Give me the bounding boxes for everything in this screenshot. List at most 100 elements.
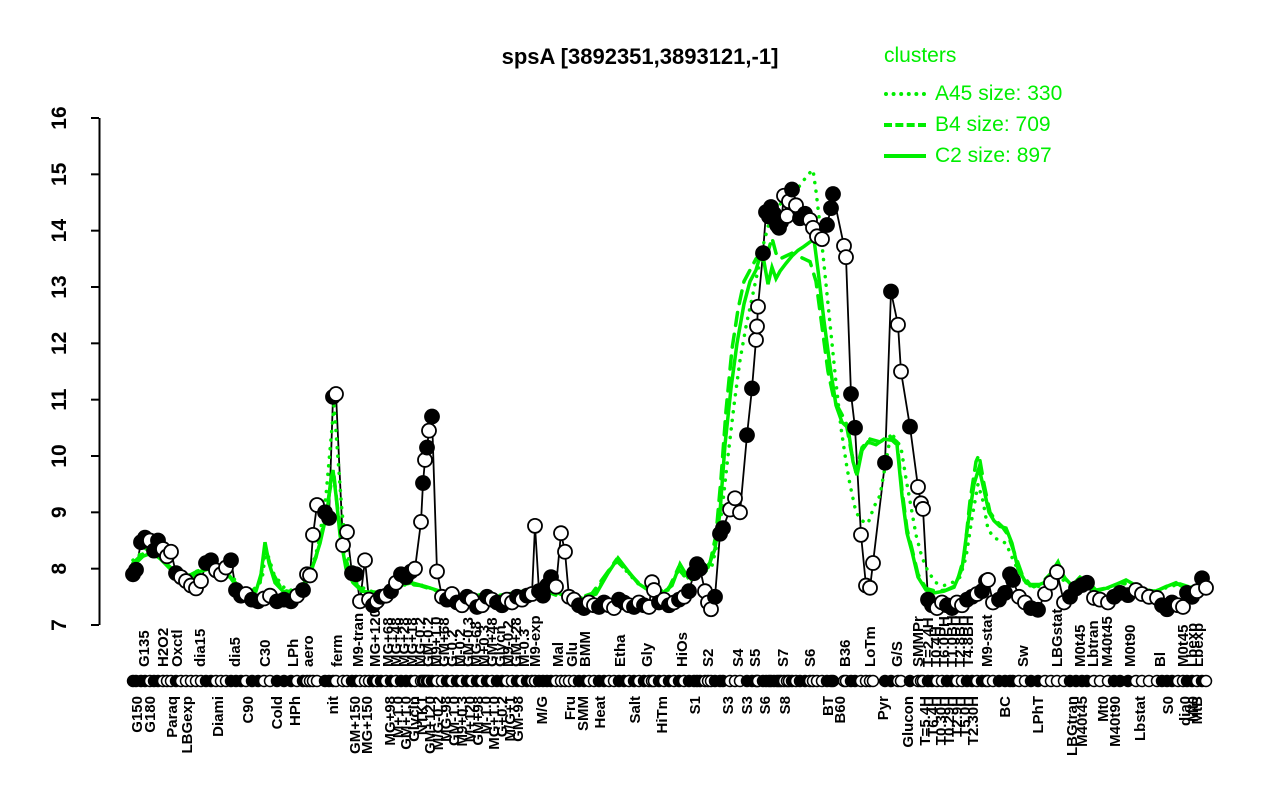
x-label-top: aero <box>300 635 317 667</box>
x-label-bottom: LPhT <box>1030 696 1047 734</box>
data-point-open <box>413 514 429 530</box>
x-label-bottom: MtB <box>1189 696 1206 724</box>
data-point-filled <box>692 560 708 577</box>
data-point-filled <box>847 419 863 436</box>
x-label-bottom: S3 <box>720 696 737 714</box>
x-label-top: G/S <box>889 641 906 667</box>
data-point-filled <box>744 380 760 397</box>
data-point-open <box>915 501 931 517</box>
axis-marker <box>826 674 840 688</box>
data-point-filled <box>681 583 697 600</box>
data-point-filled <box>755 245 771 262</box>
x-label-top: S7 <box>775 649 792 667</box>
data-point-open <box>727 490 743 507</box>
data-point-filled <box>997 584 1013 601</box>
axis-marker <box>866 674 880 688</box>
data-point-open <box>553 525 569 542</box>
data-point-open <box>853 526 869 543</box>
x-label-top: HiOs <box>674 632 691 667</box>
cluster-line-B4 <box>131 231 1208 601</box>
axis-marker <box>1199 674 1213 688</box>
x-label-bottom: T6.4H <box>925 696 942 737</box>
x-label-top: Mal <box>550 642 567 667</box>
data-point-filled <box>784 181 800 198</box>
x-label-top: Etha <box>612 634 629 667</box>
legend-label-a45: A45 size: 330 <box>935 81 1063 105</box>
x-label-bottom: HPh <box>287 696 304 726</box>
x-label-top: S2 <box>700 649 717 667</box>
x-label-bottom: LBGtran <box>1064 696 1081 756</box>
x-label-top: T=2.4H <box>920 617 937 667</box>
x-label-top: C30 <box>257 639 274 667</box>
x-label-top: Lbtran <box>1085 620 1102 667</box>
data-point-open <box>302 567 318 584</box>
x-label-top: Glu <box>564 642 581 667</box>
data-point-filled <box>1079 574 1095 591</box>
x-label-bottom: Heat <box>592 696 609 729</box>
x-label-bottom: Salt <box>627 696 644 724</box>
x-label-bottom: GM+1.0 <box>398 696 415 750</box>
x-label-bottom: Lbstat <box>1132 696 1149 741</box>
x-label-bottom: Glucon <box>900 696 917 748</box>
x-label-bottom: M/G-0.2 <box>430 696 447 750</box>
data-point-open <box>838 249 854 266</box>
x-label-top: T0.4H <box>928 626 945 667</box>
x-label-bottom: M/G <box>534 696 551 724</box>
x-label-bottom: BT <box>820 696 837 716</box>
y-tick-label: 8 <box>48 563 71 575</box>
data-point-filled <box>902 418 918 435</box>
x-label-top: MG-0.2 <box>412 617 429 667</box>
x-label-top: MG+68 <box>380 617 397 667</box>
x-label-bottom: S1 <box>687 696 704 714</box>
x-label-bottom: T5.0H <box>957 696 974 737</box>
y-tick-label: 16 <box>48 106 71 129</box>
x-label-top: Gly <box>639 642 656 667</box>
x-label-top: MG+120 <box>367 609 384 667</box>
x-label-bottom: Mt0 <box>1095 696 1112 722</box>
x-label-bottom: M/G+1 <box>502 696 519 741</box>
legend-entry-a45: A45 size: 330 <box>884 78 1062 109</box>
x-label-top: T4.8BH <box>960 615 977 667</box>
x-label-top: M0t45 <box>1072 624 1089 667</box>
data-point-open <box>557 543 573 560</box>
data-point-filled <box>877 454 893 471</box>
x-label-top: LPh <box>285 639 302 667</box>
x-label-bottom: G150 <box>129 696 146 733</box>
data-point-open <box>527 517 543 534</box>
data-point-open <box>865 555 881 571</box>
data-point-filled <box>419 439 435 456</box>
x-label-top: ferm <box>329 634 346 667</box>
data-point-open <box>328 386 344 402</box>
data-point-filled <box>424 408 440 425</box>
y-tick-label: 15 <box>48 162 71 186</box>
x-label-top: dia15 <box>192 629 209 667</box>
data-point-filled <box>843 386 859 402</box>
x-label-top: MG-68 <box>468 621 485 667</box>
legend-label-c2: C2 size: 897 <box>935 143 1052 167</box>
data-point-filled <box>707 588 723 605</box>
y-tick-label: 12 <box>48 332 71 355</box>
x-label-bottom: M+1.0 <box>390 696 407 738</box>
x-label-bottom: GM-1.0 <box>446 696 463 746</box>
x-label-bottom: B60 <box>832 696 849 724</box>
x-label-top: G-0.2 <box>444 629 461 667</box>
legend: clusters A45 size: 330 B4 size: 709 C2 s… <box>884 44 1062 171</box>
y-tick-label: 13 <box>48 275 71 298</box>
legend-line-solid <box>884 153 926 158</box>
x-label-top: SMMPr <box>910 616 927 667</box>
x-label-top: GM+68 <box>436 617 453 667</box>
x-label-bottom: T2.9H <box>949 696 966 737</box>
legend-line-dashed <box>884 122 926 127</box>
chart-title: spsA [3892351,3893121,-1] <box>501 44 779 69</box>
x-label-bottom: SMM <box>575 696 592 731</box>
x-label-top: M-0.2 <box>452 629 469 667</box>
x-label-top: LBGstat <box>1049 609 1066 667</box>
data-point-open <box>429 563 445 580</box>
x-label-bottom: dia0 <box>1177 696 1194 726</box>
x-label-bottom: Mt0 <box>1185 696 1202 722</box>
data-point-open <box>890 316 906 333</box>
x-label-bottom: Glycln <box>406 696 423 742</box>
x-label-bottom: LBGexp <box>179 696 196 754</box>
data-point-open <box>893 363 909 380</box>
data-point-open <box>339 524 355 540</box>
